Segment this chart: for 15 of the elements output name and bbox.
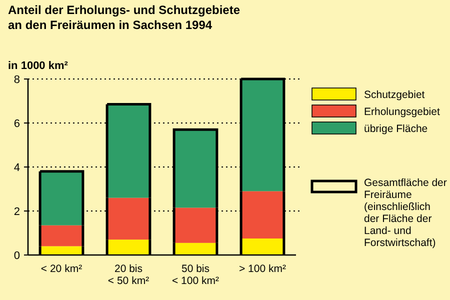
x-tick-label: 20 bis < 50 km²	[108, 263, 150, 287]
y-tick-label: 8	[14, 74, 20, 86]
y-tick-label: 4	[14, 162, 20, 174]
x-tick-label: < 20 km²	[40, 263, 83, 275]
legend-label: Schutzgebiet	[364, 89, 425, 101]
x-tick-label: > 100 km²	[239, 263, 286, 275]
y-tick-label: 2	[14, 206, 20, 218]
y-axis-title: in 1000 km²	[8, 60, 68, 72]
legend-label: Erholungsgebiet	[364, 106, 440, 118]
chart-title: Anteil der Erholungs- und Schutzgebiete an den Freiräumen in Sachsen 1994	[8, 3, 240, 32]
y-tick-label: 6	[14, 118, 20, 130]
x-tick-label: 50 bis < 100 km²	[172, 263, 220, 287]
y-tick-label: 0	[14, 250, 20, 262]
legend-label: übrige Fläche	[364, 123, 428, 135]
text: Gesamtfläche der Freiräume (einschließlich der Fläche der Land- und Forstwirtschaft)	[364, 177, 448, 249]
